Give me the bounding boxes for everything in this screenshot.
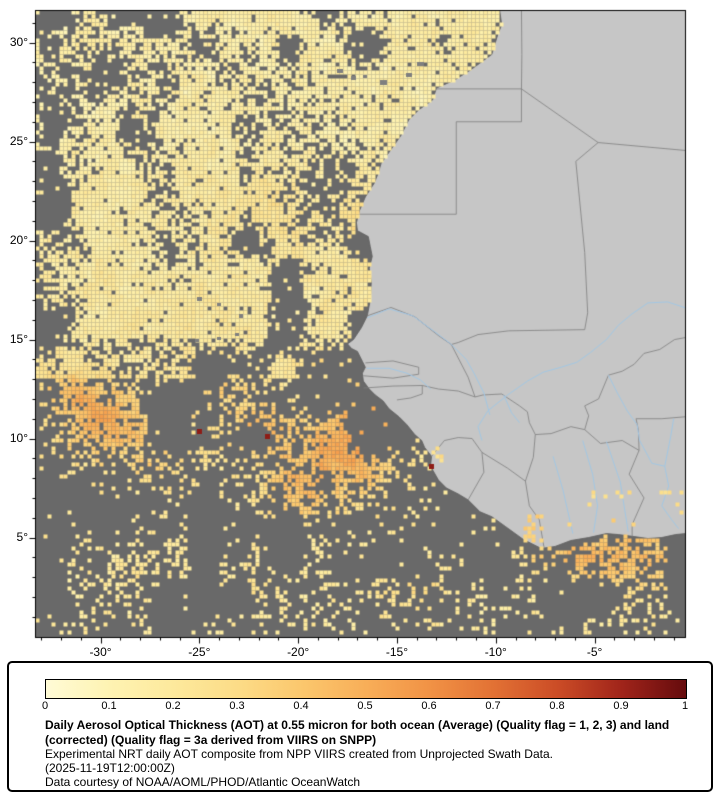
aot-map-canvas bbox=[0, 0, 720, 660]
colorbar-tick-label: 0.1 bbox=[101, 700, 117, 712]
colorbar-tick-labels: 0 0.1 0.2 0.3 0.4 0.5 0.6 0.7 0.8 0.9 1 bbox=[41, 700, 689, 714]
legend-panel: 0 0.1 0.2 0.3 0.4 0.5 0.6 0.7 0.8 0.9 1 Daily Aero… bbox=[7, 661, 713, 792]
caption-title: Daily Aerosol Optical Thickness (AOT) at… bbox=[45, 718, 670, 747]
colorbar-tick-label: 0.7 bbox=[485, 700, 501, 712]
colorbar-tick-label: 0.4 bbox=[293, 700, 309, 712]
colorbar-tick-label: 0.5 bbox=[357, 700, 373, 712]
colorbar-tick-label: 1 bbox=[681, 700, 689, 712]
caption-credit: Data courtesy of NOAA/AOML/PHOD/Atlantic… bbox=[45, 775, 360, 789]
colorbar-tick-label: 0.8 bbox=[549, 700, 565, 712]
caption-timestamp: (2025-11-19T12:00:00Z) bbox=[45, 761, 175, 775]
caption-description: Experimental NRT daily AOT composite fro… bbox=[45, 747, 553, 761]
colorbar-gradient bbox=[45, 679, 687, 699]
colorbar-tick-label: 0.9 bbox=[613, 700, 629, 712]
aot-map-panel: 30° 25° 20° 15° 10° 5° -30° -25° -20° -15° -10° -5° bbox=[0, 0, 720, 660]
caption-block: Daily Aerosol Optical Thickness (AOT) at… bbox=[45, 718, 707, 789]
colorbar-tick-label: 0 bbox=[41, 700, 49, 712]
colorbar-tick-label: 0.6 bbox=[421, 700, 437, 712]
colorbar-tick-label: 0.3 bbox=[229, 700, 245, 712]
colorbar-tick-label: 0.2 bbox=[165, 700, 181, 712]
